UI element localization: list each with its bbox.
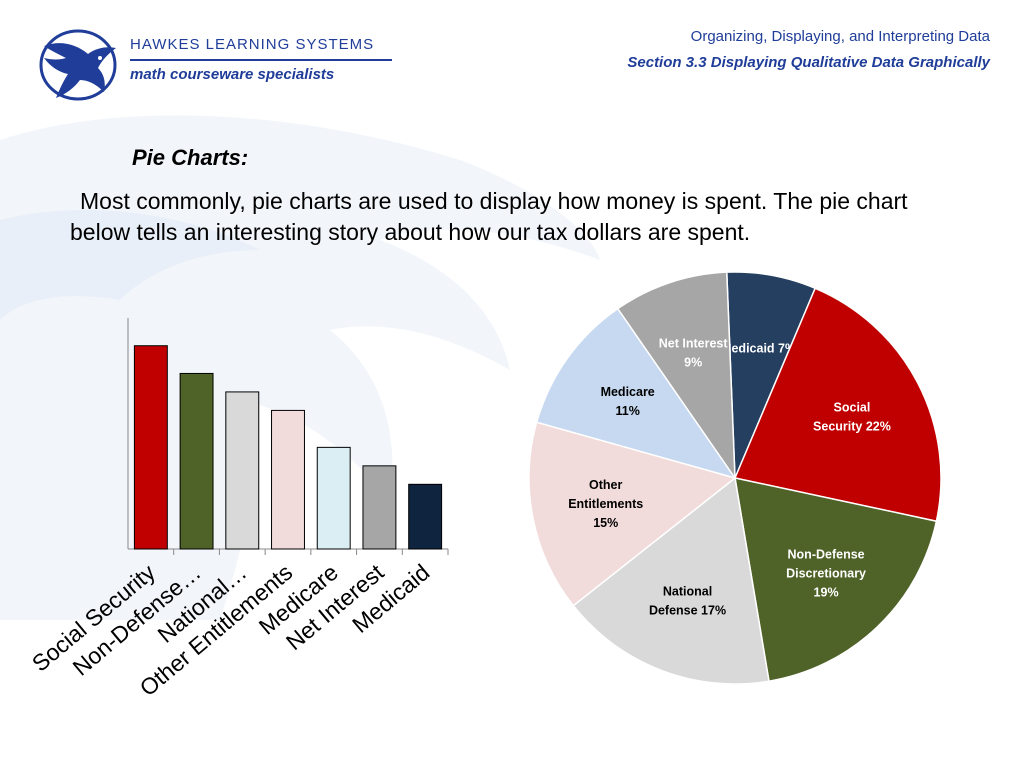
slide-paragraph: Most commonly, pie charts are used to di… — [70, 186, 920, 248]
header-topic-block: Organizing, Displaying, and Interpreting… — [627, 28, 990, 71]
brand-tagline: math courseware specialists — [130, 66, 335, 83]
pie-label-national-defense: National Defense 17% — [649, 584, 726, 617]
bar — [408, 483, 443, 550]
pie-slice-national-defense — [572, 476, 770, 685]
pie-slice-non-defense — [734, 477, 938, 683]
bar — [133, 345, 168, 550]
bar — [179, 372, 214, 550]
section-title: Section 3.3 Displaying Qualitative Data … — [627, 54, 990, 71]
pie-label-other-entitlements: Other Entitlements 15% — [568, 478, 643, 530]
bar — [225, 391, 260, 550]
pie-slice-medicare — [535, 307, 737, 480]
pie-label-non-defense: Non-Defense Discretionary 19% — [786, 547, 866, 599]
header-brand-block: HAWKES LEARNING SYSTEMS math courseware … — [28, 26, 408, 101]
pie-slice-net-interest — [616, 271, 736, 481]
slide-heading: Pie Charts: — [132, 145, 249, 170]
brand-divider — [130, 59, 392, 61]
brand-name: HAWKES LEARNING SYSTEMS — [130, 36, 375, 53]
bar-chart: Social SecurityNon-Defense…National…Othe… — [30, 318, 449, 701]
pie-chart: Medicaid 7% Social Security 22% Non-Defense… — [528, 271, 942, 685]
pie-label-net-interest: Net Interest 9% — [659, 336, 729, 369]
pie-slice-other-entitlements — [528, 421, 737, 607]
chapter-topic: Organizing, Displaying, and Interpreting… — [690, 28, 990, 45]
pie-label-medicaid: Medicaid 7% — [721, 341, 796, 355]
pie-label-social-security: Social Security 22% — [813, 401, 891, 434]
pie-label-medicare: Medicare 11% — [601, 385, 655, 418]
bar — [271, 409, 305, 550]
bar — [316, 446, 351, 550]
paragraph-text: Most commonly, pie charts are used to di… — [70, 188, 908, 245]
eagle-logo-icon — [39, 29, 117, 101]
bar — [362, 465, 397, 550]
pie-slice-social-security — [733, 287, 942, 523]
